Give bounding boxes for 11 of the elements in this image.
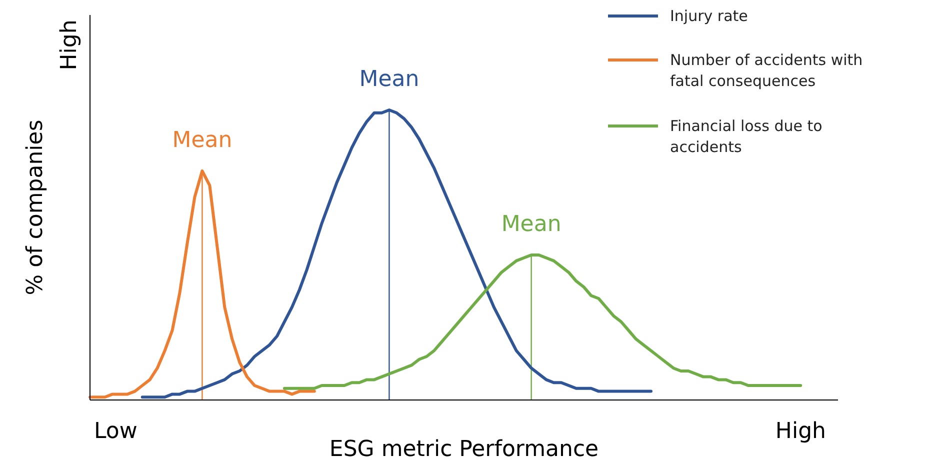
legend-label: Financial loss due to accidents [670,117,822,156]
text: Mean [359,67,420,92]
annotation: Mean [501,212,562,237]
y-axis-title: % of companies [23,120,48,296]
legend-label: Number of accidents with fatal consequences [670,51,863,90]
text: High [57,20,82,70]
text: High [775,419,826,444]
x-axis-title: ESG metric Performance [329,437,599,462]
annotation: Mean [172,128,232,153]
legend-label: Injury rate [670,7,748,25]
text: Low [94,419,138,444]
